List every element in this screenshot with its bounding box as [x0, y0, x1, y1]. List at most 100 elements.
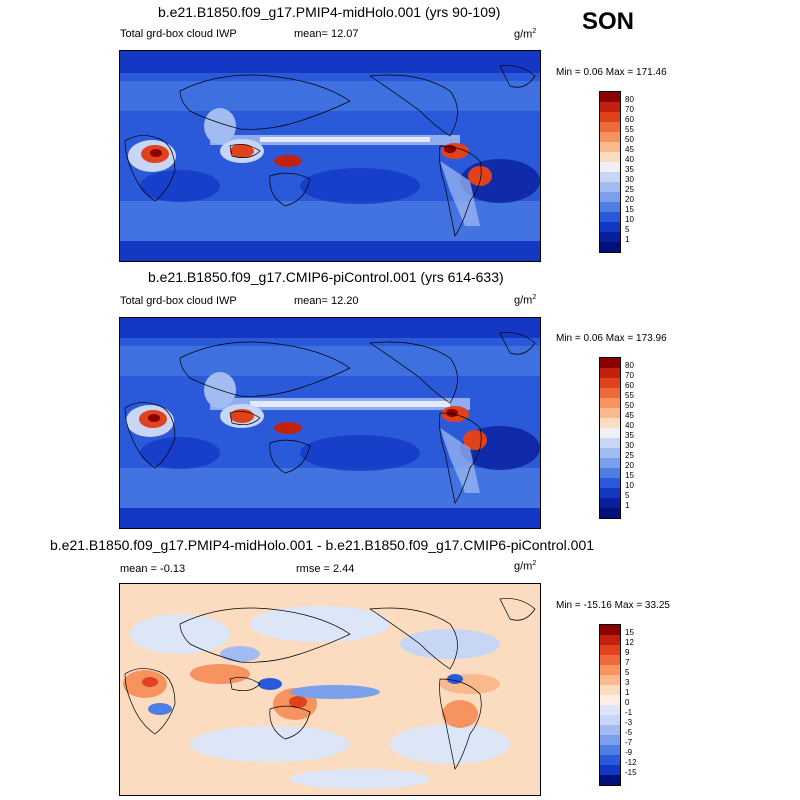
colorbar-tick-label: 10	[625, 481, 634, 490]
panel2-mean-label: mean= 12.20	[294, 295, 359, 307]
colorbar-cell	[600, 132, 620, 142]
colorbar-tick-label: 35	[625, 431, 634, 440]
colorbar-tick-label: -12	[625, 758, 637, 767]
colorbar-cell	[600, 152, 620, 162]
panel2-units: g/m2	[514, 294, 537, 307]
colorbar-cell	[600, 232, 620, 242]
colorbar-tick-label: 25	[625, 185, 634, 194]
colorbar-tick-label: 15	[625, 471, 634, 480]
panel2-minmax: Min = 0.06 Max = 173.96	[556, 333, 667, 344]
colorbar-cell	[600, 685, 620, 695]
colorbar-cell	[600, 705, 620, 715]
panel3-colorbar	[599, 624, 621, 786]
panel1-variable-label: Total grd-box cloud IWP	[120, 28, 237, 40]
colorbar-cell	[600, 655, 620, 665]
colorbar-cell	[600, 222, 620, 232]
colorbar-cell	[600, 625, 620, 635]
colorbar-tick-label: 45	[625, 145, 634, 154]
colorbar-cell	[600, 388, 620, 398]
colorbar-cell	[600, 448, 620, 458]
colorbar-tick-label: 35	[625, 165, 634, 174]
colorbar-cell	[600, 202, 620, 212]
colorbar-tick-label: -9	[625, 748, 633, 757]
colorbar-tick-label: 20	[625, 461, 634, 470]
colorbar-tick-label: 50	[625, 135, 634, 144]
colorbar-cell	[600, 398, 620, 408]
colorbar-cell	[600, 438, 620, 448]
colorbar-cell	[600, 112, 620, 122]
panel1-minmax: Min = 0.06 Max = 171.46	[556, 67, 667, 78]
panel2-map	[119, 317, 541, 529]
colorbar-tick-label: -1	[625, 708, 633, 717]
colorbar-cell	[600, 368, 620, 378]
colorbar-cell	[600, 378, 620, 388]
colorbar-cell	[600, 162, 620, 172]
panel1-mean-label: mean= 12.07	[294, 28, 359, 40]
panel3-title: b.e21.B1850.f09_g17.PMIP4-midHolo.001 - …	[50, 537, 595, 553]
colorbar-cell	[600, 468, 620, 478]
colorbar-cell	[600, 102, 620, 112]
colorbar-tick-label: 80	[625, 95, 634, 104]
colorbar-cell	[600, 92, 620, 102]
colorbar-tick-label: 45	[625, 411, 634, 420]
colorbar-tick-label: 30	[625, 441, 634, 450]
panel3-map	[119, 583, 541, 796]
colorbar-tick-label: 55	[625, 391, 634, 400]
colorbar-cell	[600, 755, 620, 765]
colorbar-tick-label: 1	[625, 235, 630, 244]
colorbar-cell	[600, 212, 620, 222]
colorbar-tick-label: 80	[625, 361, 634, 370]
colorbar-tick-label: 3	[625, 678, 630, 687]
colorbar-cell	[600, 665, 620, 675]
colorbar-cell	[600, 418, 620, 428]
panel3-map-field	[120, 584, 540, 795]
panel2-map-field	[120, 318, 540, 528]
colorbar-tick-label: 60	[625, 115, 634, 124]
colorbar-cell	[600, 675, 620, 685]
colorbar-tick-label: 5	[625, 225, 630, 234]
colorbar-tick-label: 20	[625, 195, 634, 204]
colorbar-tick-label: 10	[625, 215, 634, 224]
colorbar-tick-label: 1	[625, 501, 630, 510]
colorbar-cell	[600, 408, 620, 418]
colorbar-cell	[600, 765, 620, 775]
panel2-title: b.e21.B1850.f09_g17.CMIP6-piControl.001 …	[148, 269, 504, 285]
panel3-rmse-label: rmse = 2.44	[296, 563, 355, 575]
colorbar-cell	[600, 458, 620, 468]
colorbar-tick-label: -3	[625, 718, 633, 727]
colorbar-tick-label: 70	[625, 105, 634, 114]
panel1-map-field	[120, 51, 540, 261]
panel2-colorbar	[599, 357, 621, 519]
colorbar-tick-label: 40	[625, 155, 634, 164]
colorbar-cell	[600, 488, 620, 498]
colorbar-cell	[600, 635, 620, 645]
panel3-mean-label: mean = -0.13	[120, 563, 186, 575]
colorbar-cell	[600, 715, 620, 725]
colorbar-tick-label: 5	[625, 668, 630, 677]
colorbar-tick-label: 5	[625, 491, 630, 500]
colorbar-cell	[600, 122, 620, 132]
colorbar-tick-label: 25	[625, 451, 634, 460]
colorbar-tick-label: -7	[625, 738, 633, 747]
panel1-map	[119, 50, 541, 262]
panel3-units: g/m2	[514, 560, 537, 573]
colorbar-tick-label: 9	[625, 648, 630, 657]
panel2-variable-label: Total grd-box cloud IWP	[120, 295, 237, 307]
colorbar-tick-label: 0	[625, 698, 630, 707]
colorbar-tick-label: 70	[625, 371, 634, 380]
colorbar-cell	[600, 745, 620, 755]
colorbar-tick-label: 50	[625, 401, 634, 410]
colorbar-cell	[600, 242, 620, 252]
colorbar-cell	[600, 192, 620, 202]
colorbar-cell	[600, 725, 620, 735]
panel1-units: g/m2	[514, 28, 537, 41]
colorbar-tick-label: -15	[625, 768, 637, 777]
colorbar-cell	[600, 478, 620, 488]
colorbar-cell	[600, 695, 620, 705]
colorbar-cell	[600, 645, 620, 655]
colorbar-tick-label: 1	[625, 688, 630, 697]
colorbar-tick-label: 12	[625, 638, 634, 647]
colorbar-cell	[600, 735, 620, 745]
panel3-minmax: Min = -15.16 Max = 33.25	[556, 600, 670, 611]
colorbar-tick-label: 40	[625, 421, 634, 430]
